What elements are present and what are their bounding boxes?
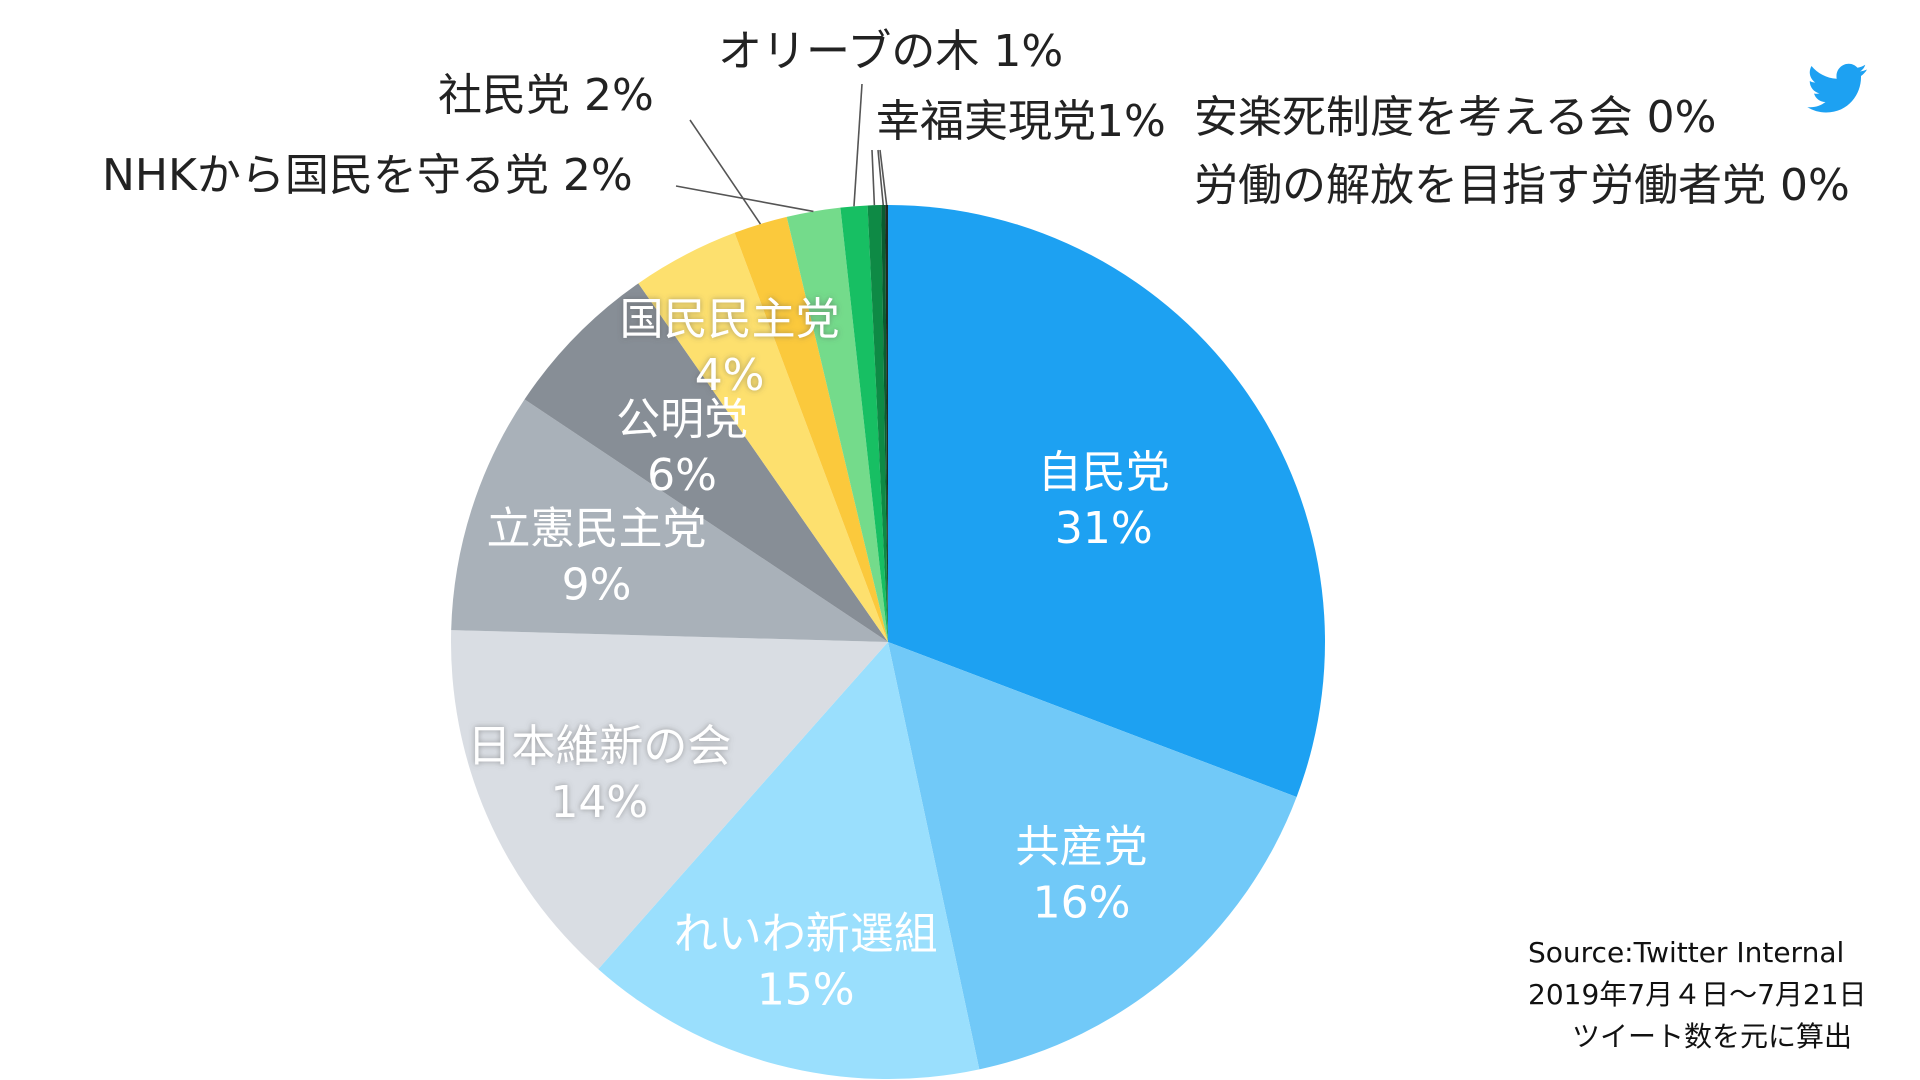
leader-line [853, 83, 863, 207]
pie-slice [524, 283, 888, 642]
leader-line [675, 185, 814, 213]
slice-label-name: 国民民主党 [620, 294, 840, 345]
pie-slices [451, 205, 1325, 1079]
slice-label-value: 14% [550, 777, 648, 828]
pie-slice [840, 205, 888, 642]
slice-label-value: 31% [1055, 503, 1153, 554]
slice-label-value: 6% [647, 450, 717, 501]
pie-slice [451, 399, 888, 642]
leader-line [879, 149, 888, 206]
slice-label-name: れいわ新選組 [674, 909, 938, 960]
slice-label-value: 4% [695, 350, 765, 401]
slice-label-value: 16% [1033, 877, 1131, 928]
source-line-3: ツイート数を元に算出 [1572, 1020, 1852, 1053]
leader-line [689, 119, 762, 225]
pie-slice [734, 216, 888, 642]
leader-lines [675, 83, 888, 225]
slice-label-name: 立憲民主党 [486, 503, 706, 554]
pie-slice [867, 205, 888, 643]
leader-line [871, 149, 876, 206]
pie-slice [451, 630, 888, 970]
slice-label-name: 日本維新の会 [467, 721, 731, 772]
slice-label-name: 自民党 [1038, 447, 1170, 498]
label-nhk: NHKから国民を守る党 2% [102, 150, 633, 201]
label-olive: オリーブの木 1% [718, 26, 1063, 77]
outside-labels: オリーブの木 1% 幸福実現党1% 社民党 2% NHKから国民を守る党 2% … [102, 26, 1850, 211]
label-kofuku: 幸福実現党1% [876, 96, 1166, 147]
slice-label-name: 共産党 [1016, 821, 1148, 872]
slice-label-value: 9% [562, 559, 632, 610]
pie-slice [786, 207, 888, 642]
pie-slice [885, 205, 888, 642]
source-note: Source:Twitter Internal 2019年7月４日〜7月21日 … [1528, 936, 1867, 1053]
pie-slice [888, 642, 1297, 1070]
pie-slice [881, 205, 888, 643]
slice-label-value: 15% [757, 965, 855, 1016]
pie-slice [888, 205, 1325, 797]
label-anraku: 安楽死制度を考える会 0% [1194, 92, 1716, 143]
label-shamin: 社民党 2% [438, 70, 654, 121]
slice-label-name: 公明党 [616, 394, 748, 445]
pie-slice [598, 642, 980, 1079]
source-line-2: 2019年7月４日〜7月21日 [1528, 978, 1867, 1011]
twitter-bird-icon [1807, 63, 1867, 113]
leader-line [877, 149, 885, 206]
pie-slice [638, 232, 888, 642]
label-rodo: 労働の解放を目指す労働者党 0% [1194, 160, 1850, 211]
source-line-1: Source:Twitter Internal [1528, 936, 1844, 969]
